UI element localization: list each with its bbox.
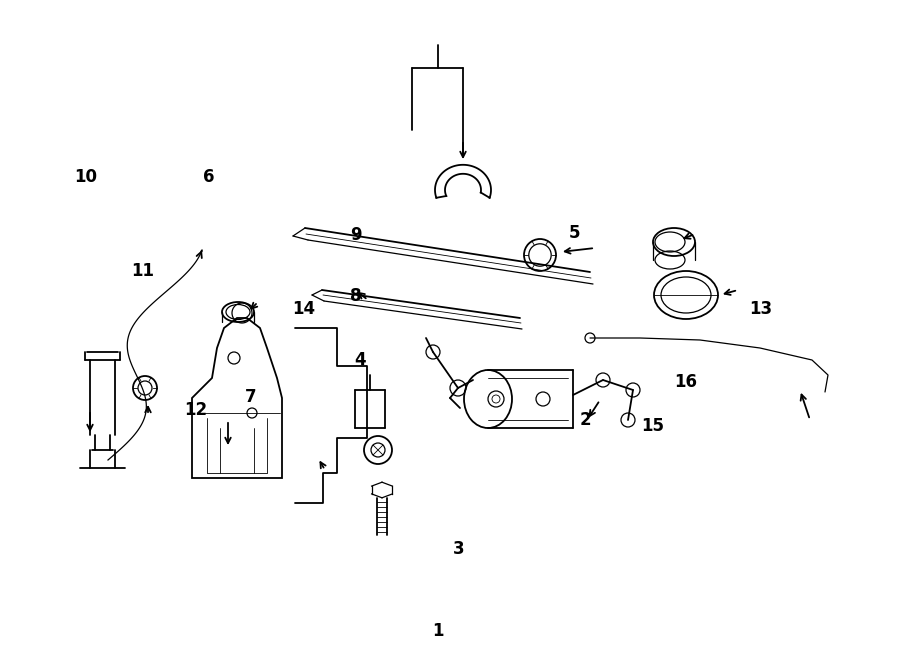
Text: 5: 5 [569,223,580,242]
Text: 11: 11 [130,262,154,280]
Text: 1: 1 [433,622,444,641]
Text: 8: 8 [350,287,361,305]
Text: 7: 7 [245,387,256,406]
Text: 12: 12 [184,401,208,419]
Text: 2: 2 [580,410,590,429]
Text: 9: 9 [350,225,361,244]
Text: 10: 10 [74,168,97,186]
Text: 13: 13 [749,300,772,319]
Text: 16: 16 [674,373,698,391]
Text: 3: 3 [454,539,464,558]
Text: 14: 14 [292,300,316,319]
Text: 6: 6 [203,168,214,186]
Text: 15: 15 [641,417,664,436]
Text: 4: 4 [355,351,365,369]
